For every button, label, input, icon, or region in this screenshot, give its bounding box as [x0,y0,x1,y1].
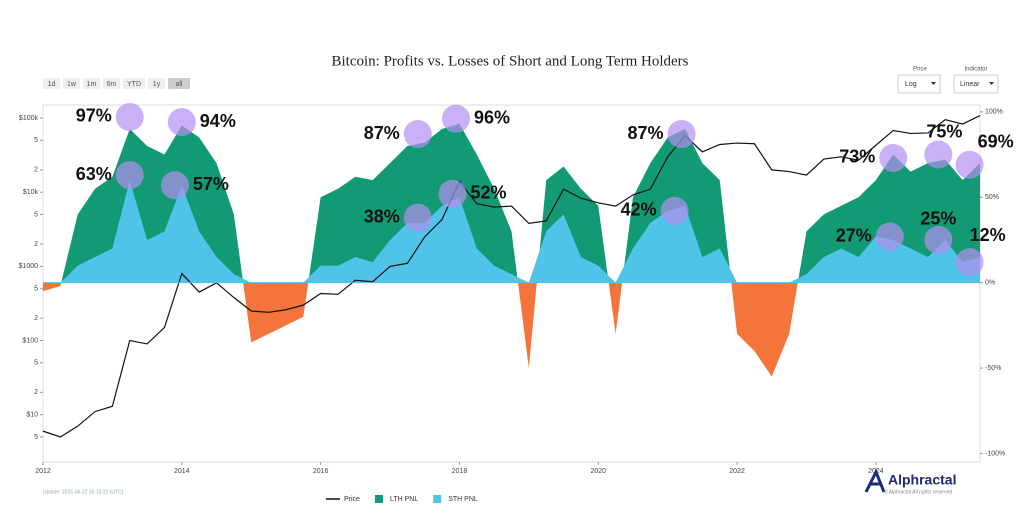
highlight-circle [403,203,432,232]
x-tick-label: 2012 [35,468,51,475]
legend-swatch [374,495,383,503]
y-tick-label: 5 [34,434,38,441]
highlight-circle [660,196,689,225]
annotation-label: 87% [628,123,664,143]
area-positive [61,180,980,282]
highlight-circle [955,248,984,277]
y-tick-label: 5 [34,137,38,144]
range-button[interactable] [168,78,190,89]
legend-swatch [433,495,442,503]
highlight-circle [924,225,953,254]
annotation-label: 75% [926,121,962,141]
y-tick-label: $100k [19,115,39,122]
annotation-label: 94% [200,111,236,131]
price-select[interactable] [897,74,941,94]
highlight-circle [115,102,144,131]
x-tick-label: 2014 [174,468,190,475]
annotation-label: 87% [364,123,400,143]
range-buttons: 1d 1w 1m 6m YTD 1y all [43,78,190,89]
highlight-circle [667,120,696,149]
logo-icon [864,468,886,493]
price-scale[interactable]: Log [905,81,917,88]
y-tick-label: 2 [34,241,38,248]
price-label: Price [913,67,927,73]
range-button[interactable] [123,78,145,89]
annotation-label: 27% [836,225,872,245]
x-tick-label: 2020 [590,468,606,475]
update-time: Update: 2025-06-22 16:15:22 (UTC) [43,489,124,495]
highlight-circle [438,179,467,208]
highlight-circle [167,108,196,137]
annotation-label: 25% [920,209,956,229]
range-button-label[interactable]: 1m [87,81,97,88]
range-button-label[interactable]: YTD [127,81,141,88]
annotation-label: 97% [76,106,112,126]
y-tick-label: 5 [34,211,38,218]
y-tick-label: 5 [34,286,38,293]
range-button-label[interactable]: 1y [153,81,161,88]
area-negative [43,282,980,377]
y-tick-label: $10k [23,189,39,196]
annotation-label: 96% [474,107,510,127]
indicator-select[interactable] [953,74,999,94]
y2-tick-label: 50% [985,194,999,201]
y2-tick-label: -50% [985,365,1001,372]
plot: 5 $10 2 5 $100 2 5 $1000 2 5 $10k 2 5 $100k 100% 50% 0% -… [19,102,1014,503]
legend-label: STH PNL [448,496,478,503]
y-tick-label: 2 [34,315,38,322]
annotation-label: 42% [621,200,657,220]
y-tick-label: $100 [22,337,38,344]
price-line [42,115,981,438]
annotation-label: 73% [839,147,875,167]
x-tick-label: 2018 [452,468,468,475]
dropdown-arrow [989,82,994,85]
y2-tick-label: 100% [985,109,1003,116]
range-button-label[interactable]: 6m [107,81,117,88]
y2-tick-label: -100% [985,450,1005,457]
indicator-label: Indicator [964,67,987,73]
range-button[interactable] [83,78,100,89]
range-button[interactable] [148,78,165,89]
annotation-label: 57% [193,174,229,194]
highlight-circle [924,140,953,169]
range-button-label[interactable]: all [175,81,182,88]
highlight-circle [403,120,432,149]
highlight-circle [441,104,470,133]
highlight-circle [115,161,144,190]
annotation-label: 69% [978,132,1014,152]
annotation-label: 63% [76,164,112,184]
y-tick-label: 5 [34,360,38,367]
highlight-circle [875,222,904,251]
annotation-label: 38% [364,206,400,226]
indicator-scale[interactable]: Linear [960,81,980,88]
x-tick-label: 2016 [313,468,329,475]
range-button[interactable] [63,78,80,89]
range-button-label[interactable]: 1w [67,81,77,88]
brand: Alphractal [888,472,956,488]
highlight-circle [879,143,908,172]
chart-title: Bitcoin: Profits vs. Losses of Short and… [332,53,689,69]
y-tick-label: $1000 [19,263,39,270]
annotation-label: 12% [970,225,1006,245]
annotation-label: 52% [470,183,506,203]
legend-label: Price [344,496,360,503]
y2-tick-label: 0% [985,279,995,286]
y-tick-label: $10 [26,412,38,419]
range-button-label[interactable]: 1d [48,81,56,88]
dropdown-arrow [931,82,936,85]
highlight-circle [955,150,984,179]
highlight-circle [160,171,189,200]
legend-label: LTH PNL [390,496,418,503]
x-tick-label: 2022 [729,468,745,475]
range-button[interactable] [43,78,60,89]
range-button[interactable] [103,78,120,89]
y-tick-label: 2 [34,167,38,174]
y-tick-label: 2 [34,389,38,396]
copyright: © Alphractal All rights reserved [884,488,952,495]
